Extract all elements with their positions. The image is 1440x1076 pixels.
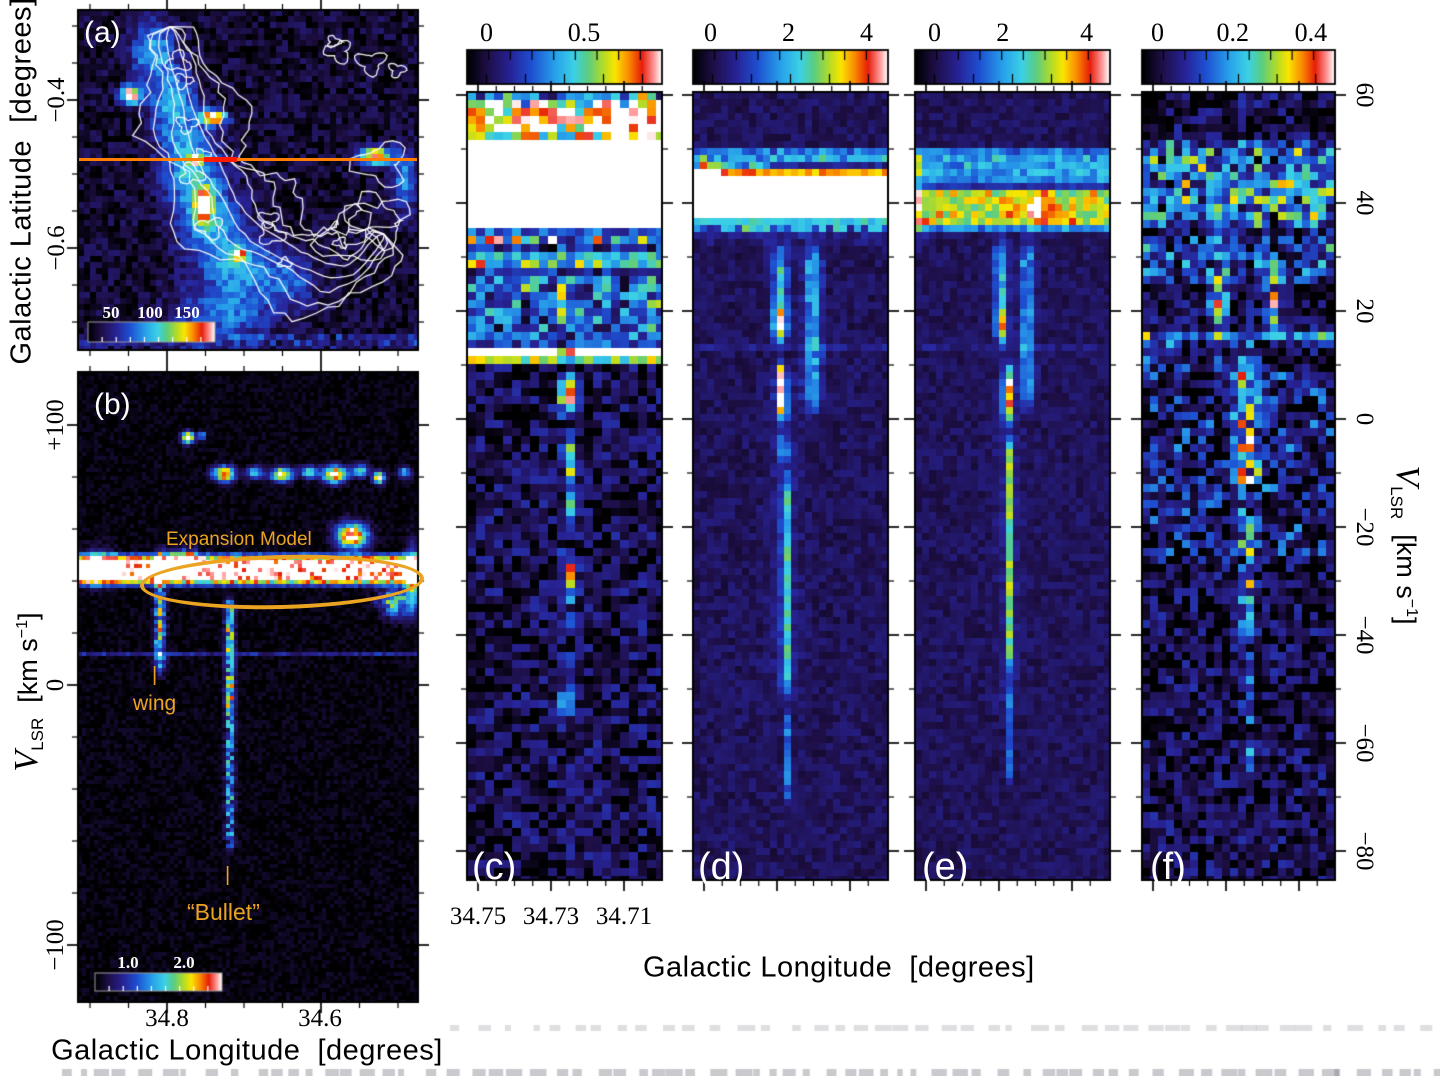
panel-c-label: (c) [472, 846, 517, 888]
wing-label: wing [133, 692, 177, 715]
panel-b-xtick-label: 34.6 [298, 1005, 342, 1032]
vlsr-units: [km s [12, 638, 43, 718]
colorbar-f-tick-label: 0.2 [1216, 18, 1249, 47]
colorbar-e-tick-label: 4 [1080, 18, 1094, 47]
velocity-tick-label: −40 [1351, 615, 1378, 655]
panel-e-label: (e) [922, 846, 969, 888]
colorbar-e-tick-label: 0 [928, 18, 941, 47]
wing-marker: | [152, 664, 158, 686]
panel-b-y-axis-title: VLSR [km s−1] [8, 612, 48, 771]
velocity-tick-label: −60 [1351, 723, 1378, 763]
panel-b-xtick-label: 34.8 [145, 1005, 189, 1032]
vlsr-symbol: V [1389, 465, 1427, 487]
vlsr-symbol: V [7, 750, 45, 772]
colorbar-f-tick-label: 0 [1150, 18, 1164, 47]
panel-a-ytick-label: −0.6 [43, 225, 70, 271]
vlsr-subscript: LSR [1386, 486, 1406, 520]
panel-b-ytick-label: −100 [42, 919, 69, 971]
colorbar-a-tick-label: 50 [102, 303, 120, 322]
panel-a-ytick-label: −0.4 [43, 77, 70, 123]
velocity-tick-label: −20 [1351, 507, 1378, 547]
colorbar-d-tick-label: 0 [704, 18, 718, 47]
colorbar-a-tick-label: 100 [137, 303, 163, 322]
velocity-tick-label: 60 [1351, 82, 1378, 108]
colorbar-d-tick-label: 4 [860, 18, 874, 47]
panel-b-label: (b) [94, 388, 131, 421]
panel-a-label: (a) [84, 16, 121, 49]
vlsr-exponent: −1 [13, 619, 31, 639]
velocity-tick-label: −80 [1351, 831, 1378, 871]
vlsr-units-close: ] [12, 612, 43, 620]
panel-b-ytick-label: +100 [42, 399, 69, 451]
velocity-tick-label: 0 [1351, 412, 1378, 426]
colorbar-f-tick-label: 0.4 [1294, 18, 1328, 47]
right-y-axis-title: VLSR [km s−1] [1386, 465, 1426, 624]
colorbar-d-tick-label: 2 [782, 18, 796, 47]
scan-line [79, 158, 417, 161]
colorbar-b-tick-label: 1.0 [117, 953, 139, 972]
panel-c-xtick-label: 34.71 [595, 903, 653, 930]
vlsr-subscript: LSR [28, 717, 48, 751]
panel-d-label: (d) [698, 846, 745, 888]
bullet-marker: | [225, 864, 231, 886]
expansion-model-label: Expansion Model [166, 529, 312, 550]
vlsr-exponent: −1 [1403, 598, 1421, 618]
vlsr-units: [km s [1391, 519, 1422, 599]
bullet-label: “Bullet” [187, 899, 260, 925]
colorbar-e-tick-label: 2 [996, 18, 1010, 47]
colorbar-c-tick-label: 0 [480, 18, 493, 47]
panels-cf-x-axis-title: Galactic Longitude [degrees] [643, 951, 1035, 984]
panel-b-ytick-label: 0 [42, 678, 69, 692]
panel-b-x-axis-title: Galactic Longitude [degrees] [51, 1034, 443, 1067]
velocity-tick-label: 20 [1351, 298, 1378, 324]
panel-f-label: (f) [1150, 846, 1186, 888]
panel-a-y-axis-title: Galactic Latitude [degrees] [5, 0, 38, 365]
colorbar-c-tick-label: 0.5 [567, 18, 601, 47]
velocity-tick-label: 40 [1351, 190, 1378, 216]
colorbar-b-tick-label: 2.0 [173, 953, 195, 972]
panel-c-xtick-label: 34.73 [522, 903, 580, 930]
colorbar-a-tick-label: 150 [174, 303, 200, 322]
scan-line-highlight-segment [204, 157, 237, 162]
vlsr-units-close: ] [1391, 617, 1422, 625]
panel-c-xtick-label: 34.75 [449, 903, 507, 930]
